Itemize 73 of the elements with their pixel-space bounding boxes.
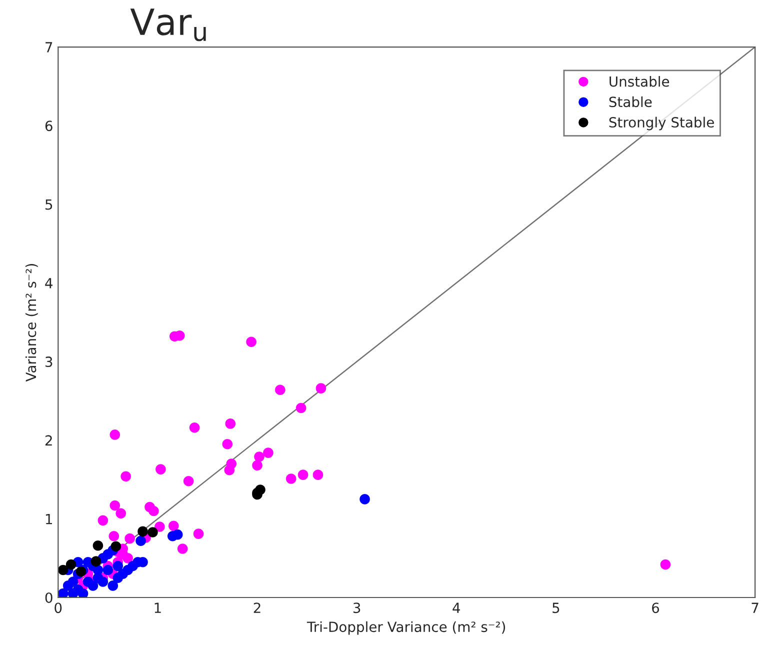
point <box>98 515 108 526</box>
point <box>110 500 120 511</box>
point <box>156 464 166 474</box>
point <box>252 460 262 471</box>
y-axis-title: Variance (m² s⁻²) <box>25 264 38 382</box>
point <box>58 564 68 576</box>
point <box>124 533 135 544</box>
point <box>148 506 159 516</box>
x-tick-label: 1 <box>154 602 161 613</box>
point <box>172 529 183 540</box>
point <box>222 438 233 450</box>
point <box>360 494 370 504</box>
x-tick-label: 5 <box>552 602 560 614</box>
y-tick-label: 4 <box>45 278 52 288</box>
point <box>68 588 78 598</box>
point <box>122 553 133 564</box>
point <box>92 564 104 576</box>
y-tick-label: 5 <box>46 199 52 210</box>
y-tick-label: 7 <box>46 42 52 52</box>
point <box>136 536 146 546</box>
point <box>660 559 671 570</box>
point <box>225 418 236 429</box>
point <box>58 588 68 598</box>
point <box>275 384 286 396</box>
point <box>78 588 88 598</box>
x-tick-label: 2 <box>254 602 260 613</box>
point <box>90 556 102 566</box>
point <box>62 580 74 591</box>
point <box>183 476 194 486</box>
x-tick-label: 6 <box>652 602 660 614</box>
legend-label: Stable <box>609 96 652 108</box>
point <box>108 531 120 542</box>
point <box>168 520 179 532</box>
point <box>92 540 104 551</box>
point <box>246 336 256 348</box>
point <box>286 474 296 484</box>
point <box>312 470 324 480</box>
x-axis-title: Tri-Doppler Variance (m² s⁻²) <box>306 621 506 635</box>
point <box>193 528 204 539</box>
point <box>112 560 124 572</box>
point <box>298 470 308 480</box>
y-tick-label: 2 <box>45 435 52 446</box>
legend-label: Strongly Stable <box>609 116 714 130</box>
point <box>88 580 98 591</box>
point <box>316 383 326 394</box>
y-tick-label: 3 <box>46 356 52 368</box>
x-tick-label: 4 <box>452 602 460 613</box>
point <box>177 544 188 554</box>
point <box>154 522 165 532</box>
point <box>148 527 158 538</box>
point <box>224 464 235 476</box>
point <box>110 430 120 440</box>
point <box>263 448 274 458</box>
legend-label: Unstable <box>610 76 670 87</box>
point <box>128 560 138 572</box>
point <box>66 559 76 570</box>
x-tick-label: 7 <box>752 602 758 613</box>
x-tick-label: 0 <box>54 602 62 614</box>
point <box>189 422 200 433</box>
point <box>108 580 118 591</box>
chart-title: Var$_{u}$ <box>130 8 206 42</box>
point <box>102 564 114 576</box>
point <box>110 541 122 552</box>
x-tick-label: 3 <box>353 602 360 614</box>
y-tick-label: 1 <box>46 514 52 524</box>
point <box>254 452 264 462</box>
y-tick-label: 6 <box>45 120 52 132</box>
point <box>120 471 131 482</box>
point <box>296 402 306 414</box>
y-tick-label: 0 <box>45 592 52 603</box>
point <box>116 508 126 518</box>
point <box>138 526 148 537</box>
point <box>98 576 108 587</box>
